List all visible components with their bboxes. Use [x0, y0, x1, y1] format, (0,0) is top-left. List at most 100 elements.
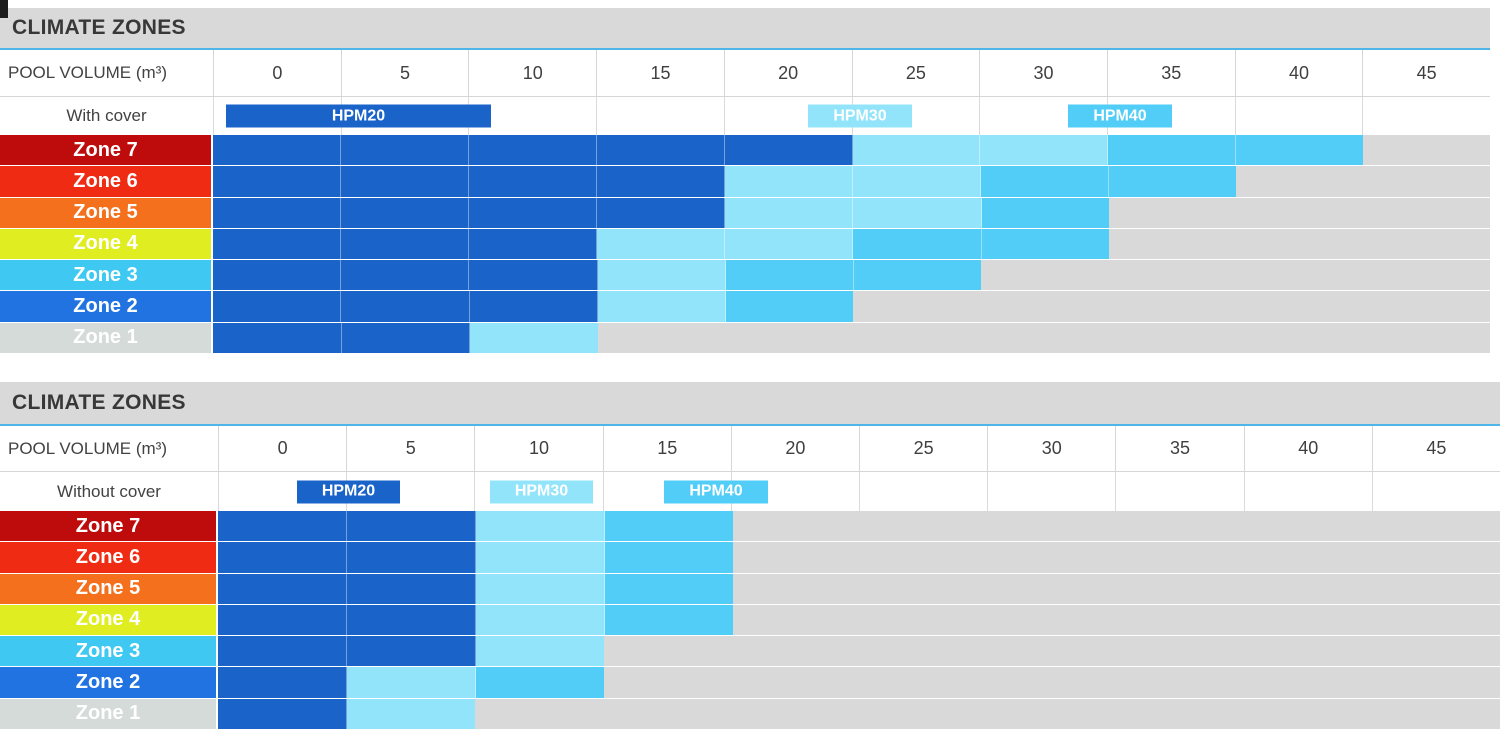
- zone-label: Zone 5: [0, 573, 218, 604]
- cell-hpm20: [340, 135, 469, 166]
- cell-empty: [860, 573, 989, 604]
- zone-label: Zone 4: [0, 228, 213, 260]
- climate-chart-with-cover: CLIMATE ZONES POOL VOLUME (m³) 0 5 10 15 20 2…: [0, 0, 1491, 353]
- volume-column-header: 15: [596, 50, 724, 96]
- zone-row-zone-5: Zone 5: [0, 573, 1500, 605]
- volume-column-header: 35: [1115, 426, 1243, 471]
- cell-empty: [1372, 667, 1500, 698]
- cell-empty: [1243, 698, 1372, 729]
- cell-hpm40: [726, 291, 854, 322]
- cell-empty: [860, 542, 989, 573]
- cell-empty: [1362, 260, 1491, 291]
- cell-empty: [980, 322, 1108, 353]
- cell-hpm20: [341, 166, 469, 197]
- chart-title: CLIMATE ZONES: [12, 391, 186, 414]
- cell-hpm40: [854, 260, 982, 291]
- cell-hpm30: [597, 291, 727, 322]
- cell-empty: [1362, 228, 1490, 260]
- cell-empty: [1362, 322, 1490, 353]
- zone-label: Zone 2: [0, 291, 213, 322]
- cell-empty: [1363, 135, 1491, 166]
- volume-column-header: 35: [1106, 50, 1235, 96]
- cell-empty: [1107, 322, 1235, 353]
- cell-hpm20: [468, 135, 597, 166]
- cell-empty: [1235, 260, 1363, 291]
- zone-label: Zone 1: [0, 698, 218, 729]
- title-underline: [0, 424, 1500, 426]
- zone-cells: [218, 511, 1500, 542]
- volume-column-header: 45: [1371, 426, 1500, 471]
- cell-empty: [731, 698, 860, 729]
- hpm30-badge: HPM30: [490, 480, 593, 503]
- cell-empty: [725, 322, 853, 353]
- cell-empty: [1116, 573, 1245, 604]
- zone-row-zone-7: Zone 7: [0, 511, 1500, 543]
- volume-axis-label: POOL VOLUME (m³): [8, 438, 167, 458]
- corner-notch: [0, 0, 8, 18]
- cell-hpm40: [604, 511, 733, 542]
- hpm20-badge: HPM20: [297, 480, 400, 503]
- cell-empty: [1115, 698, 1244, 729]
- cell-empty: [597, 322, 725, 353]
- cell-empty: [981, 260, 1109, 291]
- cell-hpm30: [470, 322, 598, 353]
- cell-empty: [1108, 260, 1236, 291]
- cell-empty: [1116, 542, 1245, 573]
- zone-cells: [213, 166, 1490, 197]
- volume-label-cell: POOL VOLUME (m³): [0, 50, 213, 96]
- cell-empty: [1236, 166, 1363, 197]
- cell-empty: [853, 291, 981, 322]
- volume-column-header: 40: [1243, 426, 1372, 471]
- zone-label: Zone 1: [0, 322, 213, 353]
- cell-empty: [852, 322, 980, 353]
- zone-row-zone-4: Zone 4: [0, 228, 1490, 261]
- cell-hpm20: [469, 197, 598, 228]
- cell-hpm30: [852, 135, 981, 166]
- zone-row-zone-7: Zone 7: [0, 135, 1491, 167]
- cell-hpm20: [469, 291, 598, 322]
- cell-hpm30: [347, 698, 476, 729]
- cover-label-cell: With cover: [0, 97, 213, 135]
- cell-empty: [1244, 636, 1372, 667]
- cell-hpm20: [218, 698, 348, 729]
- volume-column-header: 5: [340, 50, 469, 96]
- zone-row-zone-1: Zone 1: [0, 698, 1500, 729]
- volume-column-header: 15: [602, 426, 731, 471]
- volume-column-header: 5: [346, 426, 474, 471]
- zone-row-zone-1: Zone 1: [0, 322, 1490, 353]
- zone-cells: [213, 260, 1491, 291]
- cell-hpm20: [341, 197, 470, 228]
- cell-empty: [732, 573, 861, 604]
- zone-rows: Zone 7 Zone 6 Zone 5 Zone 4 Zone 3 Zone 2 Zone…: [0, 135, 1491, 353]
- cell-hpm20: [341, 322, 470, 353]
- cell-hpm20: [469, 166, 597, 197]
- cell-empty: [1235, 228, 1363, 260]
- zone-cells: [213, 228, 1490, 260]
- cell-empty: [604, 636, 732, 667]
- zone-row-zone-2: Zone 2: [0, 291, 1490, 323]
- cell-hpm20: [341, 291, 470, 322]
- zone-cells: [213, 197, 1490, 228]
- legend-grid-cell: [987, 472, 1115, 511]
- cell-empty: [1235, 197, 1363, 228]
- volume-column-header: 30: [979, 50, 1107, 96]
- volume-header-row: POOL VOLUME (m³) 0 5 10 15 20 25 30 35 40 45: [0, 50, 1490, 97]
- cell-hpm20: [213, 260, 342, 291]
- zone-cells: [213, 322, 1490, 353]
- cell-empty: [604, 667, 732, 698]
- cell-hpm40: [853, 228, 982, 260]
- legend-grid-cell: [218, 472, 346, 511]
- cell-empty: [475, 698, 604, 729]
- title-band: CLIMATE ZONES: [0, 8, 1490, 48]
- zone-cells: [213, 135, 1491, 166]
- cell-empty: [860, 636, 988, 667]
- cell-hpm20: [341, 260, 470, 291]
- cell-hpm20: [213, 291, 342, 322]
- cell-hpm20: [341, 228, 470, 260]
- cell-empty: [603, 698, 732, 729]
- volume-column-header: 20: [730, 426, 859, 471]
- cell-hpm40: [725, 260, 855, 291]
- cell-empty: [732, 542, 861, 573]
- zone-label: Zone 7: [0, 511, 218, 542]
- cell-hpm20: [213, 322, 342, 353]
